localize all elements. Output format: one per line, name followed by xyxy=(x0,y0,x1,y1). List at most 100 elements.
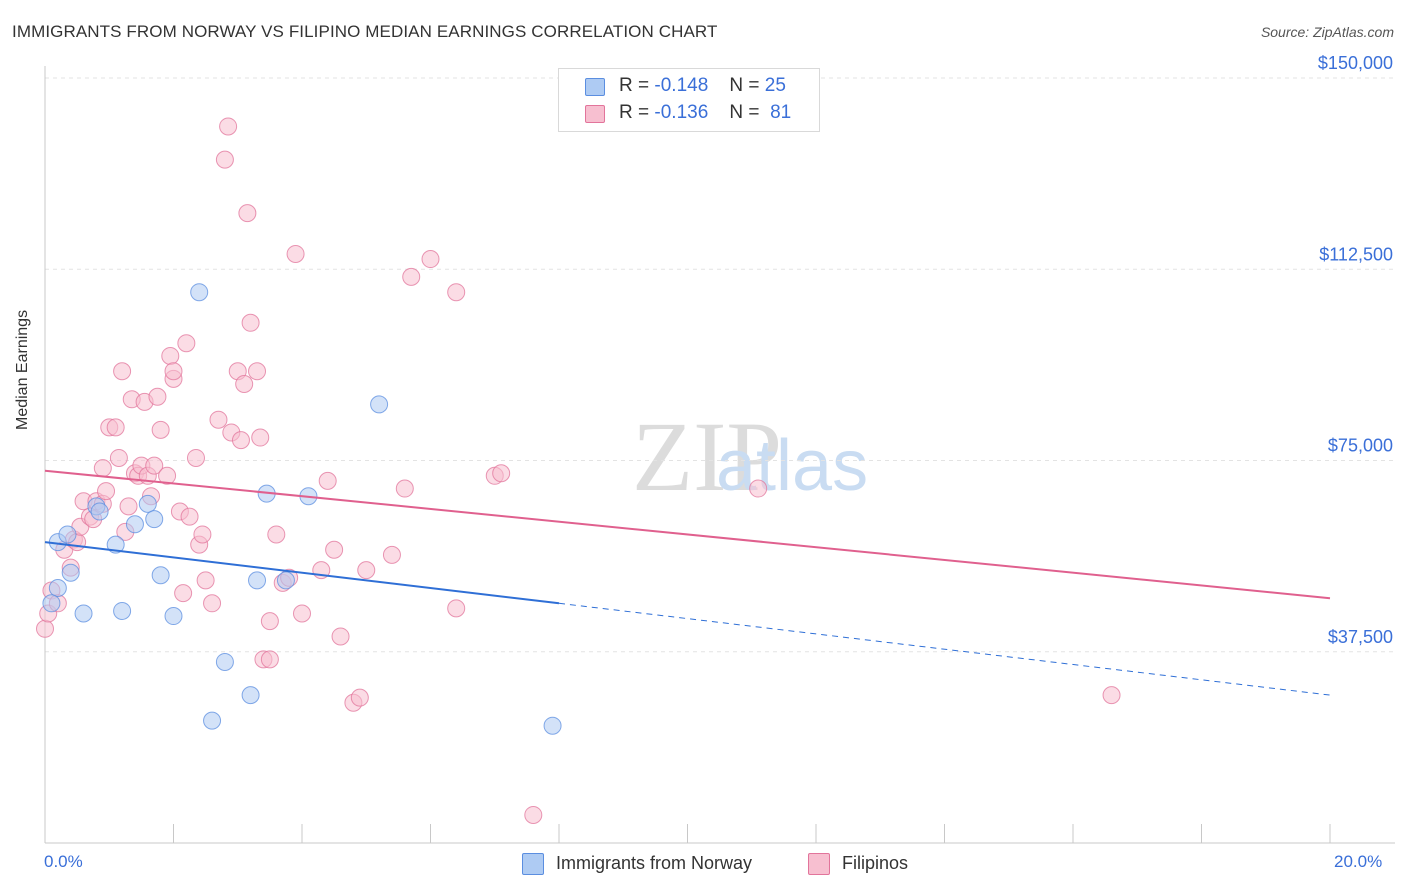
watermark-atlas: atlas xyxy=(716,426,868,506)
data-point xyxy=(58,525,77,544)
n-value: 25 xyxy=(764,75,786,96)
data-point xyxy=(749,479,768,498)
y-tick-label: $75,000 xyxy=(1328,436,1393,456)
data-point xyxy=(180,507,199,526)
data-point xyxy=(421,250,440,269)
data-point xyxy=(325,540,344,559)
data-point xyxy=(161,346,180,365)
data-point xyxy=(241,313,260,332)
data-point xyxy=(286,244,305,263)
data-point xyxy=(193,525,212,544)
data-point xyxy=(219,117,238,136)
data-point xyxy=(190,283,209,302)
y-tick-label: $112,500 xyxy=(1319,244,1393,264)
r-value: -0.136 xyxy=(654,102,709,123)
data-point xyxy=(203,711,222,730)
data-point xyxy=(151,420,170,439)
data-point xyxy=(1102,686,1121,705)
data-point xyxy=(196,571,215,590)
data-point xyxy=(382,545,401,564)
data-point xyxy=(238,204,257,223)
data-point xyxy=(248,571,267,590)
trend-line-filipinos xyxy=(44,469,1331,600)
norway-swatch xyxy=(585,78,605,96)
data-point xyxy=(164,362,183,381)
data-point xyxy=(145,510,164,529)
data-point xyxy=(177,334,196,353)
n-value: 81 xyxy=(770,102,792,123)
data-point xyxy=(524,805,543,824)
data-point xyxy=(186,448,205,467)
data-point xyxy=(42,594,61,613)
data-point xyxy=(109,448,128,467)
data-point xyxy=(447,283,466,302)
data-point xyxy=(174,584,193,603)
n-label: N = xyxy=(729,102,760,123)
data-point xyxy=(113,362,132,381)
data-point xyxy=(251,428,270,447)
trend-line-norway-extension xyxy=(558,602,1331,696)
stats-text-filipinos: R = -0.136 N = 81 xyxy=(619,102,791,124)
filipinos-swatch xyxy=(585,105,605,123)
n-label: N = xyxy=(729,75,760,96)
data-point xyxy=(370,395,389,414)
data-point xyxy=(215,652,234,671)
y-tick-label: $150,000 xyxy=(1318,53,1393,73)
data-point xyxy=(260,650,279,669)
data-point xyxy=(119,497,138,516)
source-label: Source: ZipAtlas.com xyxy=(1260,24,1394,40)
data-point xyxy=(106,418,125,437)
data-point xyxy=(241,686,260,705)
data-point xyxy=(543,716,562,735)
r-label: R = xyxy=(619,75,650,96)
data-point xyxy=(48,579,67,597)
data-point xyxy=(61,563,80,582)
data-point xyxy=(318,471,337,490)
data-point xyxy=(113,601,132,620)
x-tick-max: 20.0% xyxy=(1334,852,1383,871)
x-tick-min: 0.0% xyxy=(44,852,83,871)
norway-legend-swatch xyxy=(522,853,544,875)
r-value: -0.148 xyxy=(654,75,709,96)
data-point xyxy=(267,525,286,544)
data-point xyxy=(215,150,234,169)
legend-label-norway: Immigrants from Norway xyxy=(556,853,753,873)
data-point xyxy=(293,604,311,623)
stats-legend: R = -0.148 N = 25 R = -0.136 N = 81 xyxy=(558,68,820,132)
data-point xyxy=(164,607,183,626)
data-point xyxy=(260,612,279,631)
data-point xyxy=(209,410,228,429)
data-point xyxy=(235,375,254,393)
data-point xyxy=(203,594,222,613)
filipinos-legend-swatch xyxy=(808,853,830,875)
data-point xyxy=(151,566,170,585)
data-point xyxy=(145,456,164,475)
data-point xyxy=(138,494,157,513)
data-point xyxy=(231,431,250,450)
data-point xyxy=(276,571,295,590)
data-point xyxy=(395,479,414,498)
data-point xyxy=(125,515,144,534)
trend-line-norway xyxy=(44,541,560,605)
data-point xyxy=(248,362,267,381)
data-point xyxy=(74,604,93,623)
data-point xyxy=(402,267,421,286)
data-point xyxy=(148,387,167,406)
chart-title: IMMIGRANTS FROM NORWAY VS FILIPINO MEDIA… xyxy=(12,22,718,41)
r-label: R = xyxy=(619,102,650,123)
data-point xyxy=(350,688,369,707)
data-point xyxy=(97,482,116,501)
data-point xyxy=(357,561,376,580)
data-point xyxy=(93,459,112,478)
data-point xyxy=(158,466,177,485)
data-point xyxy=(492,464,511,483)
data-point xyxy=(36,619,54,638)
data-point xyxy=(90,502,109,521)
data-point xyxy=(447,599,466,618)
data-point xyxy=(106,535,125,554)
y-tick-label: $37,500 xyxy=(1328,627,1393,647)
data-point xyxy=(331,627,350,646)
legend-label-filipinos: Filipinos xyxy=(842,853,909,873)
stats-text-norway: R = -0.148 N = 25 xyxy=(619,75,786,97)
